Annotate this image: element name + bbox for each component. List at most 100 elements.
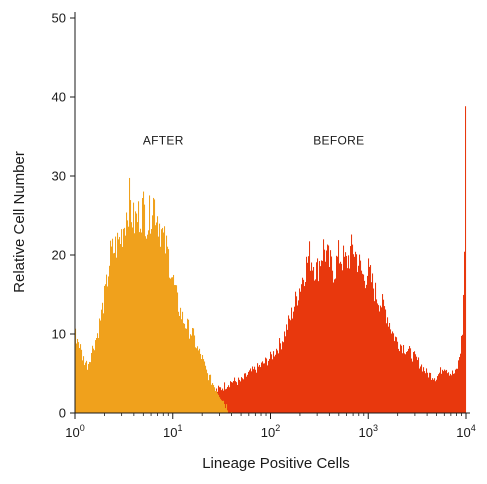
histogram-bar [210, 374, 212, 413]
histogram-bar [98, 338, 100, 413]
histogram-bar [263, 363, 265, 413]
histogram-bar [180, 307, 182, 413]
histogram-bar [330, 250, 332, 413]
histogram-bar [456, 368, 458, 413]
histogram-bar [342, 270, 344, 413]
histogram-bar [251, 371, 253, 413]
histogram-bar [175, 285, 177, 413]
histogram-bar [78, 342, 80, 413]
histogram-bar [138, 201, 140, 413]
x-tick-label: 101 [163, 423, 182, 440]
histogram-bar [365, 288, 367, 413]
histogram-bar [279, 338, 281, 413]
histogram-bar [385, 309, 387, 413]
histogram-bar [333, 282, 335, 413]
histogram-bar [338, 240, 340, 413]
histogram-bar [388, 326, 390, 413]
y-tick-label: 10 [52, 327, 66, 342]
histogram-bar [413, 352, 415, 413]
histogram-bar [350, 246, 352, 413]
x-axis-label: Lineage Positive Cells [202, 455, 350, 472]
histogram-bar [354, 256, 356, 413]
histogram-bar [378, 305, 380, 413]
histogram-bar [227, 410, 229, 413]
histogram-bar [191, 335, 193, 413]
histogram-bar [85, 362, 87, 413]
histogram-bar [418, 357, 420, 413]
histogram-bar [262, 361, 264, 413]
histogram-bar [265, 357, 267, 413]
histogram-bar [271, 354, 273, 413]
histogram-bar [131, 222, 133, 413]
histogram-bar [119, 236, 121, 413]
histogram-bar [376, 299, 378, 413]
histogram-bar [343, 245, 345, 413]
histogram-bar [123, 228, 125, 413]
histogram-bar [332, 270, 334, 413]
histogram-bar [83, 356, 85, 413]
histogram-bar [256, 372, 258, 413]
histogram-bar [337, 256, 339, 413]
histogram-bar [141, 232, 143, 413]
histogram-bar [327, 244, 329, 413]
histogram-bar [248, 371, 250, 413]
histogram-bar [135, 211, 137, 413]
histogram-bar [179, 315, 181, 413]
histogram-bar [409, 346, 411, 413]
tick-labels: 0 10 20 30 40 50 100 101 102 103 104 [52, 11, 476, 441]
histogram-bar [370, 265, 372, 413]
histogram-bar [352, 244, 354, 413]
histogram-bar [229, 387, 231, 413]
histogram-bar [234, 377, 236, 413]
histogram-bar [291, 307, 293, 413]
histogram-bar [369, 266, 371, 413]
histogram-bar [267, 365, 269, 413]
histogram-bar [207, 373, 209, 413]
histogram-bar [209, 374, 211, 413]
histogram-bar [359, 254, 361, 413]
y-tick-label: 0 [59, 406, 66, 421]
histogram-bar [351, 234, 353, 413]
histogram-bar [101, 309, 103, 413]
histogram-bar [118, 239, 120, 413]
histogram-bar [306, 256, 308, 413]
histogram-bar [218, 394, 220, 413]
histogram-bar [217, 393, 219, 413]
histogram-bar [208, 380, 210, 413]
histogram-bar [361, 270, 363, 413]
histogram-bar [116, 257, 118, 413]
histogram-bar [462, 334, 464, 413]
histogram-bar [130, 200, 132, 413]
histogram-bar [106, 274, 108, 413]
histogram-bar [341, 263, 343, 413]
histogram-bar [194, 335, 196, 413]
histogram-bar [231, 382, 233, 413]
histogram-bar [423, 367, 425, 413]
histogram-bar [417, 360, 419, 413]
histogram-bar [313, 266, 315, 413]
x-tick-label: 103 [359, 423, 378, 440]
histogram-bar [128, 226, 130, 413]
histogram-bar [314, 280, 316, 413]
histogram-bar [335, 278, 337, 413]
histogram-bar [169, 277, 171, 413]
histogram-bar [289, 318, 291, 413]
histogram-bar [268, 360, 270, 413]
histogram-bar [344, 256, 346, 413]
histogram-bar [227, 387, 229, 413]
histogram-bar [463, 294, 465, 413]
histogram-bar [140, 228, 142, 413]
histogram-bar [257, 363, 259, 413]
histogram-bar [144, 204, 146, 413]
histogram-bar [329, 267, 331, 413]
histogram-bar [336, 255, 338, 413]
histogram-bar [126, 212, 128, 413]
histogram-bar [414, 351, 416, 413]
histogram-bar [461, 335, 463, 413]
histogram-bar [142, 197, 144, 413]
histogram-bar [102, 302, 104, 413]
histogram-bar [246, 376, 248, 413]
histogram-bar [415, 354, 417, 413]
histogram-bar [400, 344, 402, 413]
histogram-bar [404, 353, 406, 413]
